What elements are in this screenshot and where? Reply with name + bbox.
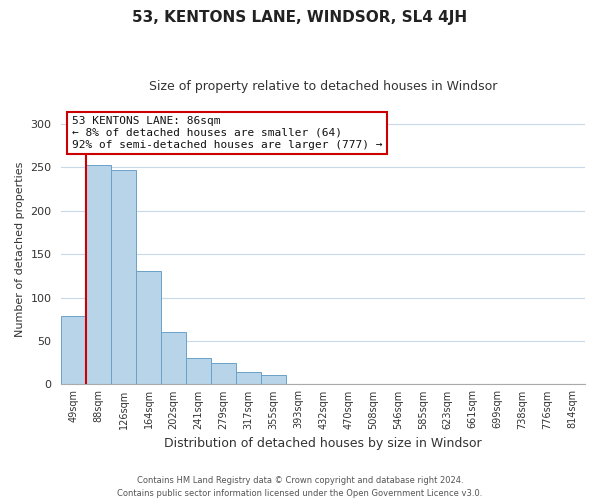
X-axis label: Distribution of detached houses by size in Windsor: Distribution of detached houses by size … [164,437,482,450]
Bar [211,362,236,384]
Y-axis label: Number of detached properties: Number of detached properties [15,162,25,338]
Bar [236,372,261,384]
Bar [111,170,136,384]
Text: Contains HM Land Registry data © Crown copyright and database right 2024.
Contai: Contains HM Land Registry data © Crown c… [118,476,482,498]
Text: 53, KENTONS LANE, WINDSOR, SL4 4JH: 53, KENTONS LANE, WINDSOR, SL4 4JH [133,10,467,25]
Bar [261,375,286,384]
Text: 53 KENTONS LANE: 86sqm
← 8% of detached houses are smaller (64)
92% of semi-deta: 53 KENTONS LANE: 86sqm ← 8% of detached … [72,116,382,150]
Bar [136,270,161,384]
Bar [186,358,211,384]
Bar [86,166,111,384]
Bar [161,332,186,384]
Bar [61,316,86,384]
Title: Size of property relative to detached houses in Windsor: Size of property relative to detached ho… [149,80,497,93]
